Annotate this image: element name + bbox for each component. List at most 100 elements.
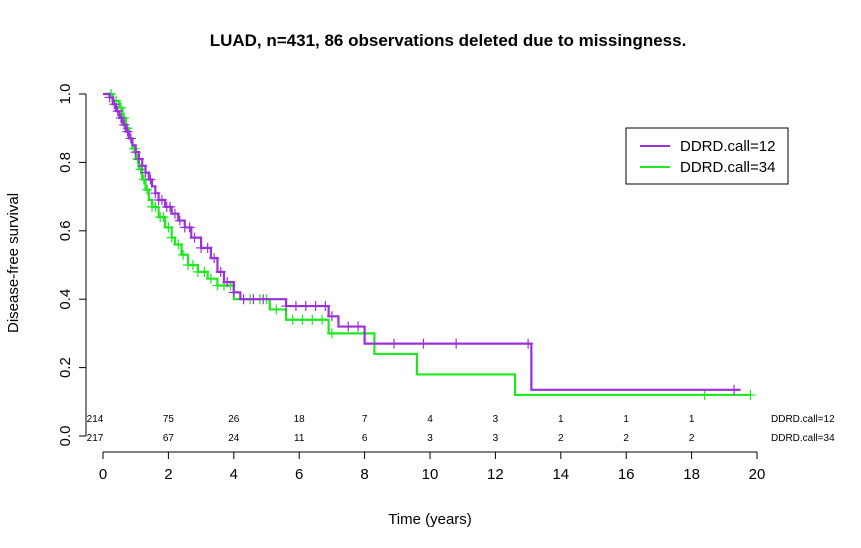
y-axis-label: Disease-free survival bbox=[5, 193, 22, 333]
censor-mark bbox=[699, 389, 710, 400]
legend-label-ddrd12: DDRD.call=12 bbox=[680, 138, 775, 155]
censor-mark bbox=[184, 222, 195, 233]
x-tick-label: 20 bbox=[749, 466, 766, 483]
legend: DDRD.call=12 DDRD.call=34 bbox=[625, 127, 789, 185]
censor-mark bbox=[310, 301, 321, 312]
chart-title: LUAD, n=431, 86 observations deleted due… bbox=[210, 31, 687, 50]
censor-mark bbox=[523, 338, 534, 349]
censor-mark bbox=[130, 147, 141, 158]
at-risk-count: 75 bbox=[163, 414, 175, 425]
censor-mark bbox=[178, 249, 189, 260]
censor-mark bbox=[140, 167, 151, 178]
censor-mark bbox=[112, 106, 123, 117]
at-risk-count: 4 bbox=[427, 414, 433, 425]
censor-mark bbox=[145, 174, 156, 185]
y-tick-label: 0.6 bbox=[57, 220, 74, 241]
y-tick-label: 1.0 bbox=[57, 84, 74, 105]
censor-mark bbox=[104, 92, 115, 103]
censor-mark bbox=[165, 201, 176, 212]
x-tick-label: 2 bbox=[164, 466, 172, 483]
at-risk-count: 18 bbox=[294, 414, 306, 425]
censor-mark bbox=[150, 201, 161, 212]
censor-mark bbox=[281, 301, 292, 312]
censor-mark bbox=[248, 294, 259, 305]
at-risk-count: 3 bbox=[427, 433, 433, 444]
censor-mark bbox=[133, 153, 144, 164]
x-tick-label: 12 bbox=[487, 466, 504, 483]
censor-mark bbox=[258, 294, 269, 305]
censor-mark bbox=[451, 338, 462, 349]
censor-mark bbox=[137, 160, 148, 171]
censor-mark bbox=[202, 242, 213, 253]
censor-mark bbox=[173, 239, 184, 250]
plot-area bbox=[103, 89, 756, 400]
x-tick-label: 6 bbox=[295, 466, 303, 483]
censor-mark bbox=[209, 253, 220, 264]
censor-mark bbox=[189, 232, 200, 243]
censor-mark bbox=[222, 277, 233, 288]
y-tick-label: 0.8 bbox=[57, 152, 74, 173]
x-tick-label: 18 bbox=[683, 466, 700, 483]
x-tick-label: 10 bbox=[422, 466, 439, 483]
censor-mark bbox=[199, 266, 210, 277]
censor-mark bbox=[142, 184, 153, 195]
y-tick-label: 0.2 bbox=[57, 357, 74, 378]
censor-mark bbox=[158, 212, 169, 223]
at-risk-count: 1 bbox=[623, 414, 629, 425]
at-risk-row-label: DDRD.call=34 bbox=[771, 433, 835, 444]
y-tick-label: 0.0 bbox=[57, 426, 74, 447]
at-risk-count: 217 bbox=[87, 433, 104, 444]
censor-mark bbox=[122, 126, 133, 137]
at-risk-count: 67 bbox=[163, 433, 175, 444]
censor-mark bbox=[238, 294, 249, 305]
censor-mark bbox=[307, 314, 318, 325]
censor-mark bbox=[326, 311, 337, 322]
y-tick-label: 0.4 bbox=[57, 289, 74, 310]
censor-mark bbox=[119, 119, 130, 130]
at-risk-count: 1 bbox=[689, 414, 695, 425]
at-risk-count: 24 bbox=[228, 433, 240, 444]
censor-mark bbox=[729, 384, 740, 395]
censor-mark bbox=[290, 301, 301, 312]
at-risk-count: 2 bbox=[623, 433, 629, 444]
at-risk-count: 1 bbox=[558, 414, 564, 425]
at-risk-count: 3 bbox=[493, 433, 499, 444]
at-risk-count: 2 bbox=[689, 433, 695, 444]
censor-mark bbox=[169, 208, 180, 219]
censor-mark bbox=[343, 321, 354, 332]
x-tick-label: 4 bbox=[230, 466, 238, 483]
at-risk-count: 6 bbox=[362, 433, 368, 444]
at-risk-count: 7 bbox=[362, 414, 368, 425]
censor-mark bbox=[187, 260, 198, 270]
censor-mark bbox=[109, 99, 120, 110]
censor-mark bbox=[228, 287, 239, 298]
censor-mark bbox=[163, 222, 174, 233]
censor-mark bbox=[300, 301, 311, 312]
censor-mark bbox=[271, 304, 282, 315]
censor-mark bbox=[389, 338, 400, 349]
x-tick-label: 16 bbox=[618, 466, 635, 483]
at-risk-row-label: DDRD.call=12 bbox=[771, 414, 835, 425]
censor-mark bbox=[174, 215, 185, 226]
censor-mark bbox=[320, 301, 331, 312]
at-risk-count: 214 bbox=[87, 414, 104, 425]
x-axis: 0 2 4 6 8 10 12 14 16 18 20 bbox=[99, 451, 766, 483]
censor-mark bbox=[287, 314, 298, 325]
censor-mark bbox=[745, 389, 756, 400]
x-tick-label: 8 bbox=[360, 466, 368, 483]
censor-mark bbox=[150, 188, 161, 199]
at-risk-count: 2 bbox=[558, 433, 564, 444]
censor-mark bbox=[418, 338, 429, 349]
censor-mark bbox=[317, 314, 328, 325]
censor-mark bbox=[215, 266, 226, 277]
legend-box bbox=[625, 127, 789, 185]
censor-mark bbox=[166, 232, 177, 243]
x-axis-label: Time (years) bbox=[388, 511, 472, 528]
censor-mark bbox=[353, 321, 364, 332]
censor-mark bbox=[205, 273, 216, 284]
x-tick-label: 0 bbox=[99, 466, 107, 483]
censor-mark bbox=[115, 112, 126, 123]
censor-mark bbox=[156, 195, 167, 206]
